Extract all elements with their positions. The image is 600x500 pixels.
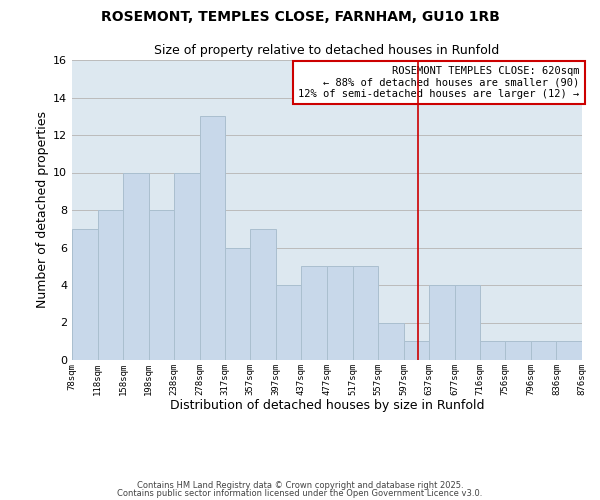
Bar bbox=[455, 285, 480, 360]
Bar bbox=[429, 285, 455, 360]
Bar bbox=[250, 229, 276, 360]
Bar bbox=[505, 341, 531, 360]
Bar bbox=[200, 116, 225, 360]
Y-axis label: Number of detached properties: Number of detached properties bbox=[36, 112, 49, 308]
Bar bbox=[174, 172, 200, 360]
Bar bbox=[327, 266, 353, 360]
Bar bbox=[378, 322, 404, 360]
Text: Contains public sector information licensed under the Open Government Licence v3: Contains public sector information licen… bbox=[118, 488, 482, 498]
Bar bbox=[225, 248, 250, 360]
Bar bbox=[531, 341, 556, 360]
Text: ROSEMONT, TEMPLES CLOSE, FARNHAM, GU10 1RB: ROSEMONT, TEMPLES CLOSE, FARNHAM, GU10 1… bbox=[101, 10, 499, 24]
Bar bbox=[404, 341, 429, 360]
Text: ROSEMONT TEMPLES CLOSE: 620sqm
← 88% of detached houses are smaller (90)
12% of : ROSEMONT TEMPLES CLOSE: 620sqm ← 88% of … bbox=[298, 66, 580, 99]
Bar bbox=[149, 210, 174, 360]
Bar bbox=[276, 285, 301, 360]
Bar bbox=[353, 266, 378, 360]
Bar bbox=[123, 172, 149, 360]
Bar bbox=[301, 266, 327, 360]
Text: Contains HM Land Registry data © Crown copyright and database right 2025.: Contains HM Land Registry data © Crown c… bbox=[137, 481, 463, 490]
Title: Size of property relative to detached houses in Runfold: Size of property relative to detached ho… bbox=[154, 44, 500, 58]
Bar bbox=[556, 341, 582, 360]
Bar bbox=[480, 341, 505, 360]
Bar bbox=[72, 229, 98, 360]
X-axis label: Distribution of detached houses by size in Runfold: Distribution of detached houses by size … bbox=[170, 399, 484, 412]
Bar bbox=[98, 210, 123, 360]
